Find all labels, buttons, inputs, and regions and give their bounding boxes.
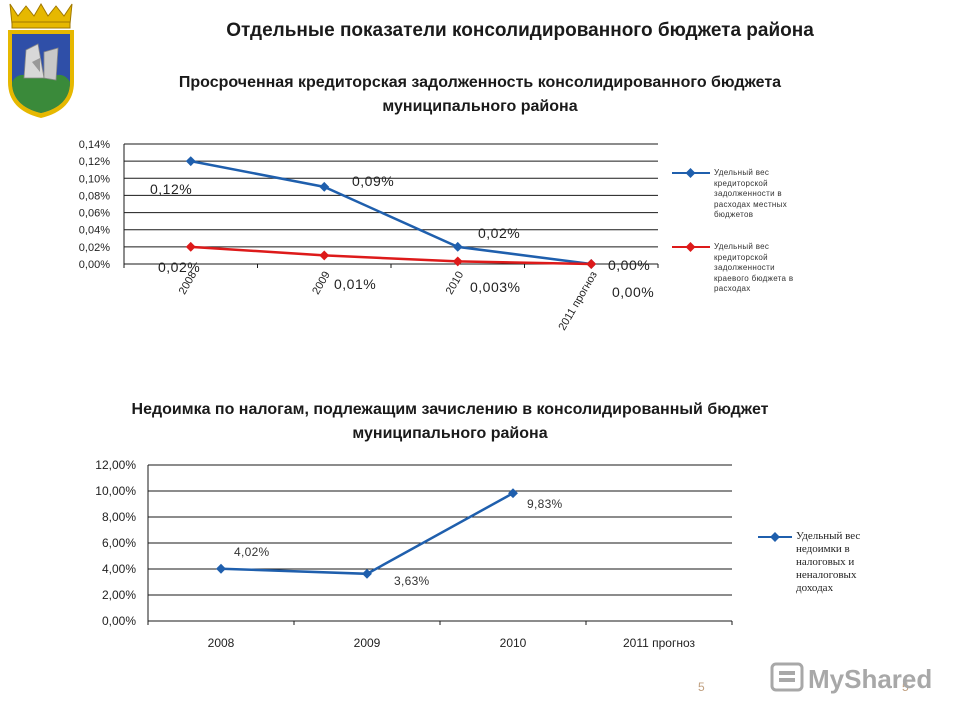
legend-item: Удельный вес кредиторской задолженности … bbox=[672, 242, 794, 322]
data-point bbox=[185, 241, 196, 252]
page-number: 5 bbox=[698, 680, 705, 694]
x-tick-label: 2009 bbox=[310, 270, 333, 297]
data-point bbox=[452, 241, 463, 252]
legend-marker bbox=[672, 168, 710, 178]
data-label: 0,01% bbox=[334, 276, 376, 292]
y-tick-label: 0,12% bbox=[79, 156, 110, 168]
data-point bbox=[216, 563, 226, 574]
chart-1: 0,00% 0,02% 0,04% 0,06% 0,08% 0,10% 0,12% 0,14%… bbox=[79, 139, 659, 333]
y-tick-label: 0,02% bbox=[79, 242, 110, 254]
x-tick-label: 2010 bbox=[444, 270, 467, 297]
data-label: 0,09% bbox=[352, 173, 394, 189]
x-tick-label: 2011 прогноз bbox=[556, 270, 599, 333]
data-point bbox=[319, 250, 330, 261]
legend-item: Удельный вес кредиторской задолженности … bbox=[672, 168, 792, 242]
x-tick-label: 2009 bbox=[354, 636, 381, 650]
data-label: 0,003% bbox=[470, 279, 520, 295]
y-tick-label: 8,00% bbox=[102, 510, 136, 524]
data-label: 0,12% bbox=[150, 181, 192, 197]
legend-label: Удельный вес кредиторской задолженности … bbox=[714, 242, 794, 293]
y-tick-label: 2,00% bbox=[102, 588, 136, 602]
data-point bbox=[452, 256, 463, 267]
page-number-right: 5 bbox=[902, 680, 909, 694]
series-line bbox=[190, 245, 592, 266]
legend-marker bbox=[758, 532, 792, 542]
brand-text: MyShared bbox=[808, 664, 932, 694]
y-tick-label: 4,00% bbox=[102, 562, 136, 576]
data-label: 3,63% bbox=[394, 574, 430, 588]
y-tick-label: 0,10% bbox=[79, 173, 110, 185]
y-tick-label: 0,04% bbox=[79, 225, 110, 237]
chart-1-legend: Удельный вес кредиторской задолженности … bbox=[672, 168, 794, 322]
page-title: Отдельные показатели консолидированного … bbox=[226, 20, 814, 41]
data-label: 9,83% bbox=[527, 497, 563, 511]
data-label: 0,02% bbox=[478, 225, 520, 241]
chart-2-title: Недоимка по налогам, подлежащим зачислен… bbox=[131, 401, 769, 442]
y-tick-label: 0,08% bbox=[79, 190, 110, 202]
brand-watermark: MyShared bbox=[770, 658, 960, 710]
data-point bbox=[362, 568, 372, 579]
data-label: 4,02% bbox=[234, 545, 270, 559]
legend-label: Удельный вес недоимки в налоговых и нена… bbox=[796, 530, 861, 594]
y-tick-label: 0,00% bbox=[79, 259, 110, 271]
y-tick-label: 10,00% bbox=[95, 484, 136, 498]
data-point bbox=[508, 488, 518, 499]
x-tick-label: 2011 прогноз bbox=[623, 636, 696, 650]
x-tick-label: 2010 bbox=[500, 636, 527, 650]
chart-1-title: Просроченная кредиторская задолженность … bbox=[178, 74, 782, 115]
data-point bbox=[319, 181, 330, 192]
data-point bbox=[185, 156, 196, 167]
y-tick-label: 0,06% bbox=[79, 208, 110, 220]
data-point bbox=[586, 259, 597, 269]
legend-marker bbox=[672, 242, 710, 252]
chart-2: 0,00% 2,00% 4,00% 6,00% 8,00% 10,00% 12,00% 20… bbox=[95, 458, 733, 650]
y-tick-label: 6,00% bbox=[102, 536, 136, 550]
series-line bbox=[190, 159, 592, 266]
y-tick-label: 12,00% bbox=[95, 458, 136, 472]
legend-label: Удельный вес кредиторской задолженности … bbox=[714, 168, 788, 219]
y-tick-label: 0,14% bbox=[79, 139, 110, 151]
data-label: 0,00% bbox=[612, 284, 654, 300]
data-label: 0,00% bbox=[608, 257, 650, 273]
y-tick-label: 0,00% bbox=[102, 614, 136, 628]
series-line bbox=[220, 492, 514, 576]
x-tick-label: 2008 bbox=[208, 636, 235, 650]
coat-of-arms-logo bbox=[4, 2, 78, 120]
data-label: 0,02% bbox=[158, 259, 200, 275]
